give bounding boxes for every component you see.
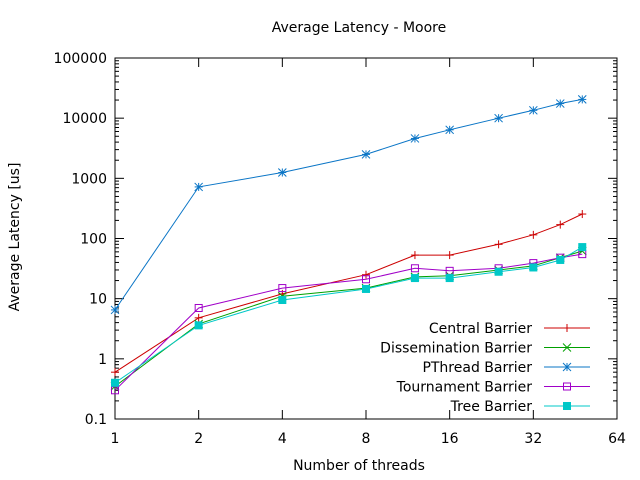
star-marker [110,305,120,315]
x-tick-label: 1 [111,431,120,447]
star-marker [410,134,420,143]
plot-frame [114,57,618,420]
y-tick-label: 10000 [62,111,107,127]
filled-box-marker [494,267,503,276]
filled-box-marker [410,274,419,283]
y-tick-label: 1000 [71,171,107,187]
series-line [114,253,583,391]
x-axis-label: Number of threads [293,458,425,474]
filled-box-marker [445,274,454,283]
series-pthread-barrier [110,95,587,315]
star-marker [361,150,371,159]
filled-box-marker [362,284,370,293]
plus-marker [194,313,203,322]
legend: Central Barrier Dissemination Barrier PThr… [380,321,590,415]
x-tick-label: 2 [194,431,203,447]
star-marker [577,95,587,104]
legend-item: Dissemination Barrier [380,341,590,357]
filled-box-marker [563,402,571,410]
box-marker [410,264,419,273]
star-marker [445,125,455,135]
box-marker [563,382,571,391]
series-tree-barrier [111,243,587,387]
x-tick-label: 8 [362,431,371,447]
star-marker [494,113,503,123]
star-marker [194,182,204,192]
legend-item: Tree Barrier [450,399,590,415]
box-marker [194,303,203,312]
x-tick-label: 64 [608,431,626,447]
plus-marker [410,251,419,260]
y-tick-label: 1 [98,352,107,368]
star-marker [562,362,572,372]
plus-marker [494,240,503,249]
legend-label: Central Barrier [429,321,532,337]
legend-item: PThread Barrier [422,360,590,376]
series-line [114,213,583,373]
y-axis-label: Average Latency [us] [7,163,23,312]
series-central-barrier [111,210,587,377]
series-line [114,98,583,311]
plus-marker [556,220,565,229]
y-tick-label: 10 [89,292,107,308]
filled-box-marker [278,296,287,305]
chart-title: Average Latency - Moore [272,20,447,36]
filled-box-marker [529,263,538,272]
y-tick-label: 0.1 [85,412,107,428]
plus-marker [445,251,454,260]
cross-marker [562,343,572,352]
y-tick-label: 100 [80,232,107,248]
legend-item: Central Barrier [429,321,590,337]
legend-label: Tournament Barrier [396,380,533,396]
filled-box-marker [556,255,565,264]
series-layer [110,95,587,395]
box-marker [362,275,370,284]
legend-label: PThread Barrier [422,360,532,376]
box-marker [111,386,119,395]
series-line [114,246,583,384]
plus-marker [362,270,370,279]
x-tick-label: 16 [441,431,459,447]
star-marker [528,105,538,115]
plus-marker [111,368,119,377]
filled-box-marker [194,321,203,330]
y-tick-label: 100000 [54,51,107,67]
x-tick-label: 32 [524,431,542,447]
series-line [114,250,583,387]
star-marker [277,168,287,177]
filled-box-marker [111,378,119,387]
star-marker [555,99,565,108]
legend-label: Dissemination Barrier [380,341,532,357]
filled-box-marker [578,243,587,252]
legend-label: Tree Barrier [450,399,533,415]
plus-marker [563,324,571,332]
legend-item: Tournament Barrier [396,380,590,396]
plus-marker [529,230,538,239]
series-tournament-barrier [111,250,587,395]
x-tick-label: 4 [278,431,287,447]
plus-marker [578,210,587,219]
box-marker [278,284,287,293]
